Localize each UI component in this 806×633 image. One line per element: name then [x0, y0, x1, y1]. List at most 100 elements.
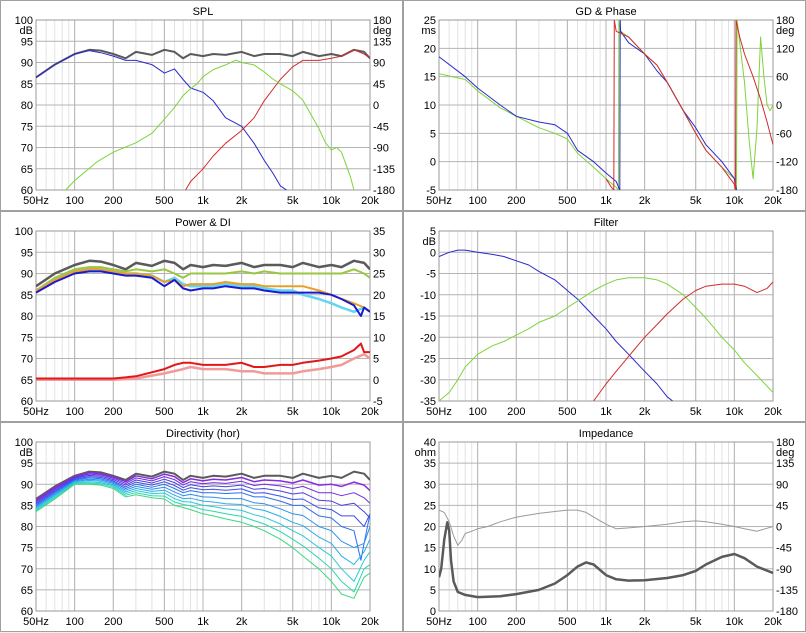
x-tick-label: 1k	[600, 616, 612, 628]
series-line	[36, 353, 370, 382]
y-unit-label: ohm	[415, 447, 436, 459]
chart-svg: Filter 5 0 -5 -10 -15 -20 -25 -30 -35 dB 50Hz 100 200…	[420, 217, 782, 418]
x-tick-label: 1k	[197, 616, 209, 628]
y2-tick-label: 25	[373, 269, 385, 281]
chart-title: Filter	[594, 217, 619, 229]
y2-tick-label: -45	[776, 543, 792, 555]
series-line	[439, 277, 773, 401]
chart-title: GD & Phase	[575, 6, 636, 18]
panel-spl: SPL 100 95 90 85 80 75 70 65 60 180 135 90 45 0 -45 -90 -…	[0, 0, 403, 211]
y2-tick-label: 180	[373, 15, 391, 27]
y2-tick-label: 60	[776, 72, 788, 84]
y2-tick-label: -120	[776, 157, 798, 169]
series-line	[439, 521, 773, 599]
y2-tick-label: -135	[776, 585, 798, 597]
panel-gd-phase: GD & Phase 25 20 15 10 5 0 -5 180 120 60 0 -60 -120 -1…	[403, 0, 806, 211]
y-tick-label: -5	[426, 269, 436, 281]
x-tick-label: 50Hz	[426, 195, 452, 207]
series-line	[36, 477, 370, 561]
series-line	[185, 49, 370, 190]
y-tick-label: 65	[21, 585, 33, 597]
y2-tick-label: 120	[776, 43, 794, 55]
x-tick-label: 200	[507, 406, 525, 418]
x-tick-label: 50Hz	[23, 616, 49, 628]
chart-svg: GD & Phase 25 20 15 10 5 0 -5 180 120 60 0 -60 -120 -1…	[421, 6, 798, 207]
y2-tick-label: 5	[373, 354, 379, 366]
series-line	[36, 472, 370, 501]
y-tick-label: -20	[420, 332, 436, 344]
y-unit-label: dB	[20, 25, 33, 37]
y-tick-label: 30	[424, 479, 436, 491]
y-tick-label: 80	[21, 100, 33, 112]
y-tick-label: 65	[21, 375, 33, 387]
x-tick-label: 100	[65, 616, 83, 628]
x-tick-label: 1k	[197, 195, 209, 207]
y2-tick-label: 90	[373, 58, 385, 70]
x-tick-label: 10k	[725, 616, 743, 628]
y2-tick-label: 45	[776, 500, 788, 512]
y-tick-label: 80	[21, 311, 33, 323]
panel-directivity: Directivity (hor) 100 95 90 85 80 75 70 65 60 dB 50…	[0, 422, 403, 632]
y-tick-label: 90	[21, 479, 33, 491]
x-tick-label: 2k	[236, 406, 248, 418]
y-tick-label: 100	[15, 437, 33, 449]
y-tick-label: -10	[420, 290, 436, 302]
series-line	[36, 478, 370, 549]
series-line	[36, 482, 370, 593]
y-tick-label: -30	[420, 375, 436, 387]
series-line	[36, 48, 370, 79]
x-tick-label: 5k	[690, 616, 702, 628]
x-tick-label: 200	[507, 616, 525, 628]
y-tick-label: 95	[21, 247, 33, 259]
x-tick-label: 100	[65, 406, 83, 418]
y2-tick-label: 135	[776, 458, 794, 470]
x-tick-label: 5k	[690, 195, 702, 207]
panel-power-di: Power & DI 100 95 90 85 80 75 70 65 60 35 30 25 20 15 1…	[0, 211, 403, 422]
y-tick-label: 75	[21, 543, 33, 555]
y2-tick-label: -90	[373, 143, 389, 155]
y-tick-label: 15	[424, 543, 436, 555]
x-tick-label: 2k	[236, 616, 248, 628]
series-line	[36, 470, 370, 500]
x-tick-label: 200	[104, 406, 122, 418]
x-tick-label: 200	[104, 195, 122, 207]
x-tick-label: 500	[155, 406, 173, 418]
chart-title: SPL	[193, 6, 214, 18]
x-tick-label: 2k	[236, 195, 248, 207]
y2-tick-label: 180	[776, 437, 794, 449]
y-unit-label: ms	[421, 25, 436, 37]
y-tick-label: 10	[424, 564, 436, 576]
x-tick-label: 500	[558, 616, 576, 628]
y-tick-label: 85	[21, 290, 33, 302]
series-line	[36, 483, 370, 599]
series-line	[36, 259, 370, 288]
x-tick-label: 20k	[361, 616, 379, 628]
y2-tick-label: -45	[373, 121, 389, 133]
y2-tick-label: -60	[776, 128, 792, 140]
x-tick-label: 10k	[725, 195, 743, 207]
x-tick-label: 100	[468, 195, 486, 207]
chart-title: Impedance	[579, 428, 633, 440]
series-line	[36, 50, 288, 190]
y2-tick-label: 20	[373, 290, 385, 302]
y2-unit-label: deg	[373, 25, 391, 37]
x-tick-label: 50Hz	[23, 195, 49, 207]
y-tick-label: 60	[21, 396, 33, 408]
y-tick-label: 35	[424, 458, 436, 470]
plot-frame	[35, 19, 371, 191]
y2-tick-label: -5	[373, 396, 383, 408]
y-tick-label: -15	[420, 311, 436, 323]
y-tick-label: 60	[21, 606, 33, 618]
x-tick-label: 50Hz	[426, 616, 452, 628]
y-tick-label: 90	[21, 58, 33, 70]
panel-impedance: Impedance 40 35 30 25 20 15 10 5 0 180 135 90 45 0 -45 -…	[403, 422, 806, 632]
y2-tick-label: 45	[373, 79, 385, 91]
x-tick-label: 200	[104, 616, 122, 628]
series-line	[439, 20, 737, 190]
y-tick-label: 90	[21, 269, 33, 281]
y-tick-label: 75	[21, 121, 33, 133]
x-tick-label: 1k	[600, 195, 612, 207]
y-tick-label: 85	[21, 500, 33, 512]
series-line	[36, 474, 370, 519]
y-tick-label: 15	[424, 72, 436, 84]
